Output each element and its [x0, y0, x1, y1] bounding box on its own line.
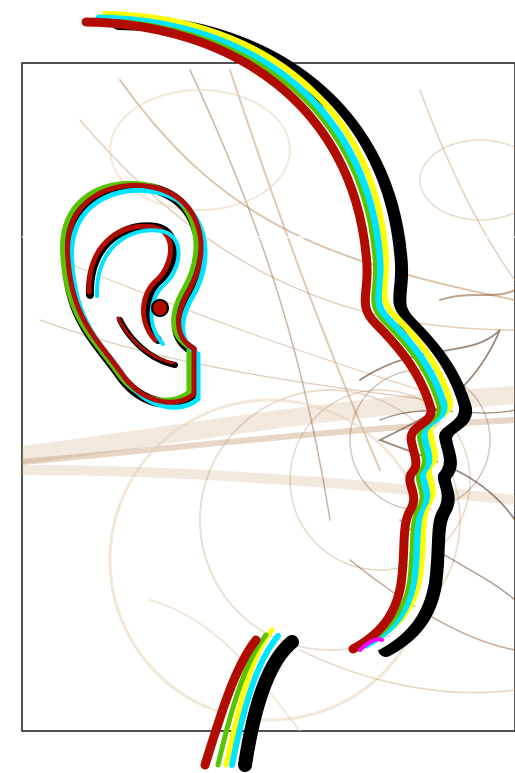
ear-icon [60, 180, 208, 410]
face-profile-icon [81, 11, 472, 657]
fractal-flame [22, 69, 515, 731]
artwork-frame [21, 62, 515, 732]
neck-strokes [200, 627, 299, 772]
